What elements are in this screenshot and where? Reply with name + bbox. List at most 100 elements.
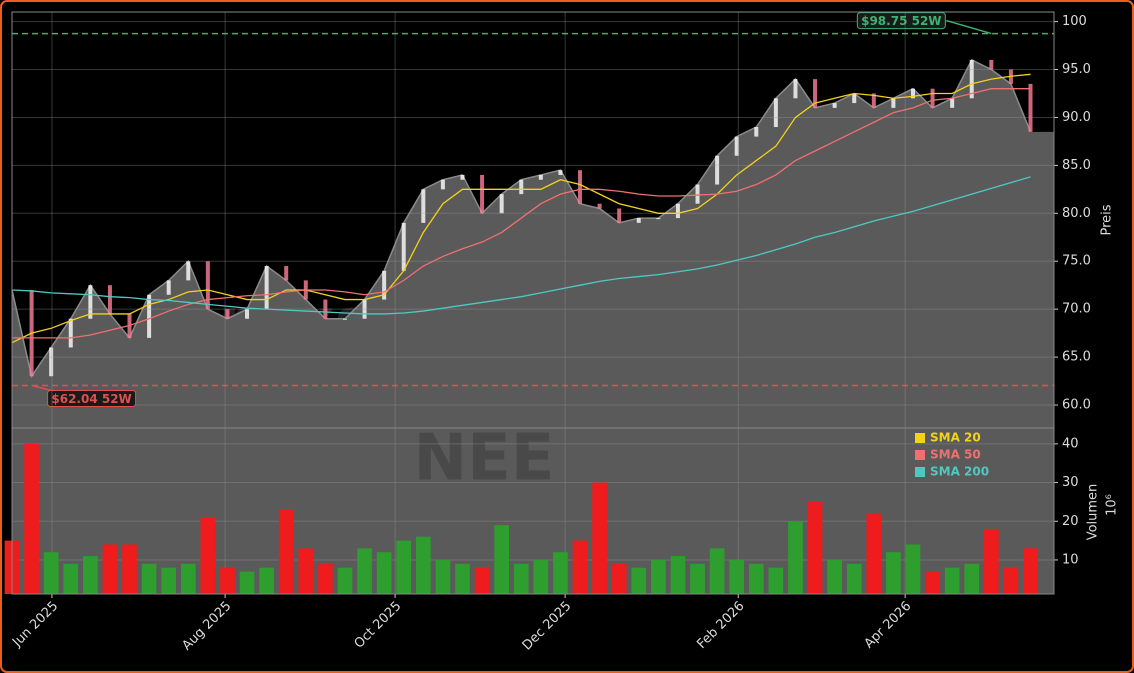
candle <box>107 285 112 314</box>
volume-bar <box>905 544 921 594</box>
candle <box>323 299 328 319</box>
volume-bar <box>435 559 451 594</box>
y-tick-label: 75.0 <box>1062 254 1091 269</box>
volume-bar <box>807 501 823 594</box>
volume-bar <box>220 567 235 594</box>
candle <box>617 208 622 223</box>
candle <box>382 270 387 300</box>
volume-bar <box>631 567 647 594</box>
legend-label: SMA 200 <box>930 465 989 479</box>
legend-label: SMA 50 <box>930 448 981 462</box>
y-tick-label: 90.0 <box>1062 110 1091 125</box>
y-tick-label: 85.0 <box>1062 158 1091 173</box>
volume-bar <box>886 552 901 594</box>
candle <box>813 79 818 108</box>
volume-bar <box>24 443 39 594</box>
volume-border <box>11 427 1055 595</box>
volume-bar <box>944 567 960 594</box>
legend-label: SMA 20 <box>930 431 981 445</box>
volume-bar <box>651 559 666 594</box>
candle <box>910 88 915 99</box>
annotation-label: $98.75 52W <box>861 14 941 28</box>
y-scale-label: 10⁶ <box>1105 494 1120 516</box>
sma-line <box>12 88 1031 339</box>
candle <box>342 318 347 320</box>
volume-bar <box>122 544 137 594</box>
candle <box>205 261 210 310</box>
candle <box>440 179 445 190</box>
y-tick-label: 95.0 <box>1062 62 1091 77</box>
volume-bar <box>318 563 333 594</box>
legend-swatch <box>915 450 925 460</box>
candle <box>147 294 152 338</box>
candle <box>695 184 700 204</box>
candle <box>538 174 543 180</box>
candle <box>460 174 465 180</box>
volume-bar <box>866 513 882 594</box>
candle <box>656 218 661 220</box>
legend-swatch <box>915 433 925 443</box>
candle <box>68 318 73 348</box>
volume-bar <box>748 563 764 594</box>
candle <box>734 136 739 156</box>
volume-bar <box>533 559 549 594</box>
volume-bar <box>474 567 490 594</box>
volume-bar <box>415 536 431 594</box>
volume-bar <box>983 528 999 594</box>
sma-line <box>11 176 1031 315</box>
volume-bar <box>259 567 274 594</box>
volume-bar <box>592 482 607 594</box>
y-tick-label: 10 <box>1062 552 1079 567</box>
y-tick-label: 40 <box>1062 436 1079 451</box>
volume-bar <box>102 544 118 594</box>
volume-bar <box>1003 567 1019 594</box>
y-tick-label: 70.0 <box>1062 302 1091 317</box>
candle <box>793 79 798 99</box>
volume-bar <box>709 548 725 594</box>
legend-swatch <box>915 467 925 477</box>
volume-bar <box>239 571 255 594</box>
sma-line <box>11 73 1031 344</box>
candle <box>852 93 857 104</box>
volume-bar <box>553 552 568 594</box>
candle <box>519 179 524 195</box>
y-tick-label: 65.0 <box>1062 350 1091 365</box>
volume-bar <box>278 509 294 594</box>
volume-bar <box>690 563 705 594</box>
volume-bar <box>1023 548 1038 594</box>
y-tick-label: 20 <box>1062 514 1079 529</box>
candle <box>930 88 935 108</box>
volume-bar <box>846 563 862 594</box>
candle <box>773 98 778 128</box>
volume-bar <box>161 567 177 594</box>
volume-bar <box>298 548 314 594</box>
volume-bar <box>768 567 784 594</box>
volume-bar <box>572 540 588 594</box>
volume-bar <box>788 521 803 594</box>
candle <box>186 261 191 281</box>
y-tick-label: 80.0 <box>1062 206 1091 221</box>
candle <box>1028 83 1033 132</box>
candle <box>264 266 269 310</box>
volume-bar <box>141 563 157 594</box>
volume-bar <box>455 563 470 594</box>
volume-bar <box>494 525 510 594</box>
y-axis-label: Volumen <box>1086 484 1101 541</box>
candle <box>715 155 720 185</box>
candle <box>49 347 54 377</box>
candle <box>166 280 171 295</box>
volume-bar <box>925 571 940 594</box>
volume-bar <box>83 556 98 594</box>
candle <box>480 174 485 214</box>
annotation-arrow <box>946 19 992 35</box>
y-tick-label: 60.0 <box>1062 397 1091 412</box>
candle <box>754 127 759 137</box>
volume-bar <box>376 552 392 594</box>
annotation-box <box>47 389 137 407</box>
candle <box>891 98 896 108</box>
volume-bar <box>200 517 216 594</box>
y-tick-label: 100 <box>1062 14 1087 29</box>
volume-bar <box>43 552 59 594</box>
candle <box>597 203 602 209</box>
